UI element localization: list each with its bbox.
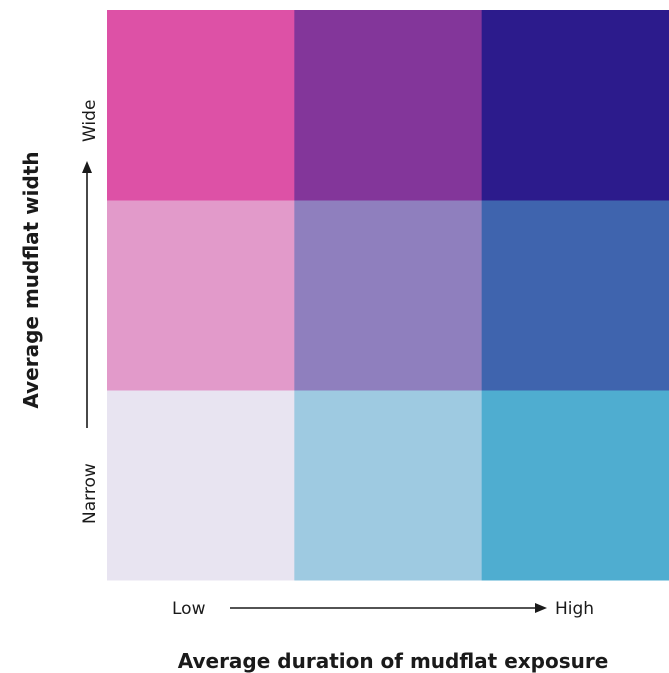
x-axis-title: Average duration of mudflat exposure — [178, 649, 609, 673]
legend-cell-wide-medium — [294, 10, 483, 201]
y-axis-arrow-head — [82, 161, 92, 173]
y-axis-title: Average mudflat width — [19, 151, 43, 408]
legend-cell-wide-low — [107, 10, 295, 201]
legend-cell-medium-medium — [294, 200, 483, 391]
legend-cell-medium-high — [481, 200, 669, 391]
x-axis-arrow-head — [535, 603, 547, 613]
legend-cell-medium-low — [107, 200, 295, 391]
legend-grid — [107, 10, 669, 581]
y-high-label: Wide — [80, 100, 100, 142]
legend-cell-narrow-low — [107, 390, 295, 581]
legend-cell-narrow-high — [481, 390, 669, 581]
x-low-label: Low — [172, 599, 206, 619]
y-low-label: Narrow — [80, 463, 100, 524]
x-high-label: High — [555, 599, 594, 619]
legend-cell-narrow-medium — [294, 390, 483, 581]
legend-cell-wide-high — [481, 10, 669, 201]
